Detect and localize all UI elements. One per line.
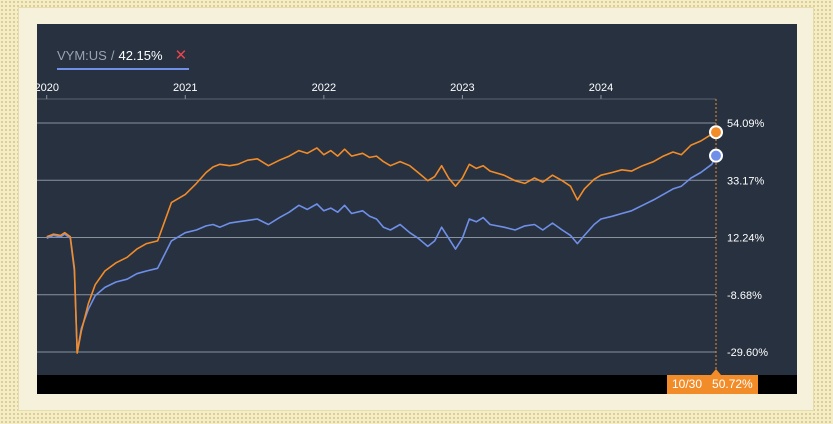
- chart-panel: 54.09% 33.17% 12.24% -8.68% -29.60% 2020 2021 2…: [37, 24, 797, 394]
- x-tick-label: 2022: [312, 82, 336, 94]
- x-tick-label: 2021: [173, 82, 197, 94]
- x-tick-label: 2024: [589, 82, 613, 94]
- y-tick-label: 12.24%: [727, 233, 765, 245]
- x-tick-label: 2020: [37, 82, 59, 94]
- y-tick-label: -29.60%: [727, 347, 768, 359]
- series-line: [46, 131, 717, 354]
- crosshair-marker: [711, 369, 721, 375]
- y-tick-label: 54.09%: [727, 118, 765, 130]
- x-tick-label: 2023: [450, 82, 474, 94]
- y-tick-label: -8.68%: [727, 290, 762, 302]
- legend-ticker: VYM:US: [57, 47, 107, 63]
- chart-svg: 54.09% 33.17% 12.24% -8.68% -29.60% 2020 2021 2…: [37, 82, 768, 375]
- crosshair-date: 10/30: [672, 377, 703, 391]
- crosshair-value: 50.72%: [712, 377, 753, 391]
- series-end-point: [709, 125, 723, 140]
- legend-separator: /: [110, 47, 115, 63]
- crosshair-badge: 10/30 50.72%: [667, 375, 758, 394]
- legend-chip[interactable]: VYM:US / 42.15% ✕: [57, 44, 190, 70]
- time-axis-bar: [37, 375, 797, 394]
- series-end-point: [709, 148, 723, 163]
- y-tick-label: 33.17%: [727, 175, 765, 187]
- legend-value: 42.15%: [118, 47, 163, 63]
- series-line: [46, 155, 717, 353]
- close-icon[interactable]: ✕: [174, 46, 188, 64]
